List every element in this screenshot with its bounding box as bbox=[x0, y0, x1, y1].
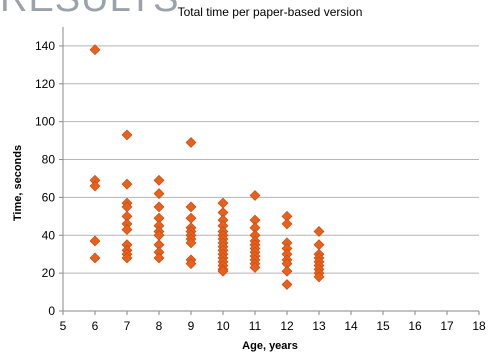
data-point bbox=[185, 137, 197, 148]
x-tick-label: 5 bbox=[60, 319, 67, 333]
data-point bbox=[89, 252, 101, 264]
y-tick-label: 100 bbox=[35, 115, 55, 129]
y-tick-label: 120 bbox=[35, 77, 55, 91]
data-point bbox=[89, 235, 101, 247]
data-point bbox=[249, 190, 261, 201]
data-point bbox=[153, 174, 165, 186]
data-point bbox=[121, 129, 133, 141]
data-point bbox=[153, 252, 165, 264]
x-axis-title: Age, years bbox=[242, 340, 298, 352]
data-point bbox=[217, 197, 229, 209]
data-point bbox=[153, 188, 165, 200]
data-point bbox=[313, 239, 325, 251]
x-tick-label: 13 bbox=[312, 319, 326, 333]
chart-title: Total time per paper-based version bbox=[178, 5, 363, 19]
data-point bbox=[153, 201, 165, 213]
x-tick-label: 8 bbox=[156, 319, 163, 333]
data-point bbox=[249, 262, 261, 273]
y-tick-label: 0 bbox=[48, 304, 55, 318]
data-point bbox=[281, 218, 293, 230]
x-tick-label: 11 bbox=[249, 319, 262, 333]
y-tick-label: 20 bbox=[42, 266, 56, 280]
y-tick-label: 40 bbox=[42, 228, 56, 242]
tick-labels: 0 20 40 60 80 100 120 140 5 6 7 8 9 10 11 12 13 14 15 16 17 1… bbox=[35, 39, 486, 333]
data-point bbox=[281, 265, 293, 277]
x-tick-label: 15 bbox=[376, 319, 390, 333]
x-tick-label: 12 bbox=[280, 319, 294, 333]
y-tick-label: 60 bbox=[42, 190, 56, 204]
data-point bbox=[89, 44, 101, 56]
slide-header-fragment: RESULTS bbox=[0, 0, 179, 21]
data-point bbox=[281, 279, 293, 290]
y-tick-label: 140 bbox=[35, 39, 55, 53]
data-point bbox=[217, 265, 229, 277]
data-point bbox=[313, 226, 325, 237]
x-tick-label: 9 bbox=[188, 319, 195, 333]
x-tick-label: 6 bbox=[92, 319, 99, 333]
data-point bbox=[185, 237, 197, 249]
gridlines bbox=[63, 45, 479, 274]
x-tick-label: 17 bbox=[440, 319, 454, 333]
data-point bbox=[121, 224, 133, 236]
y-axis-title: Time, seconds bbox=[12, 145, 24, 221]
data-point bbox=[313, 271, 325, 283]
data-points bbox=[89, 44, 325, 290]
data-point bbox=[185, 201, 197, 213]
axes bbox=[59, 27, 480, 315]
data-point bbox=[121, 252, 133, 264]
x-tick-label: 16 bbox=[408, 319, 422, 333]
y-tick-label: 80 bbox=[42, 153, 56, 167]
x-tick-label: 14 bbox=[344, 319, 358, 333]
data-point bbox=[185, 258, 197, 270]
x-tick-label: 10 bbox=[216, 319, 230, 333]
x-tick-label: 18 bbox=[472, 319, 486, 333]
data-point bbox=[89, 180, 101, 192]
data-point bbox=[121, 178, 133, 190]
x-tick-label: 7 bbox=[124, 319, 131, 333]
data-point bbox=[185, 212, 197, 224]
